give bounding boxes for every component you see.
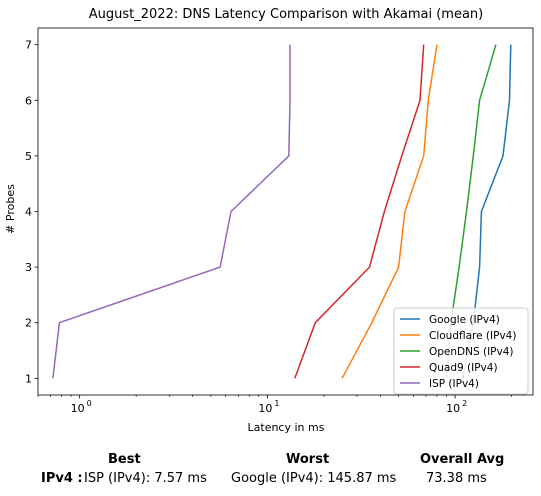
y-tick-label-4: 5 [25, 150, 32, 163]
y-tick-label-2: 3 [25, 261, 32, 274]
overall-avg-value: 73.38 ms [426, 471, 487, 486]
overall-avg-header: Overall Avg [420, 452, 505, 467]
legend-label-1: Cloudflare (IPv4) [429, 330, 516, 342]
x-tick-label-1: 10 [258, 402, 272, 415]
chart: August_2022: DNS Latency Comparison with… [4, 7, 534, 434]
x-tick-label-2: 10 [446, 402, 460, 415]
y-tick-label-0: 1 [25, 372, 32, 385]
legend-label-4: ISP (IPv4) [429, 378, 479, 390]
x-tick-exponent-2: 2 [462, 399, 467, 408]
legend-label-2: OpenDNS (IPv4) [429, 346, 514, 358]
worst-header: Worst [286, 452, 330, 467]
best-header: Best [108, 452, 141, 467]
ipv4-row-label: IPv4 : [41, 471, 83, 486]
y-tick-label-3: 4 [25, 206, 32, 219]
legend-box [393, 307, 529, 395]
y-tick-label-1: 2 [25, 317, 32, 330]
legend-label-0: Google (IPv4) [429, 314, 500, 326]
x-tick-exponent-1: 1 [274, 399, 279, 408]
chart-title: August_2022: DNS Latency Comparison with… [89, 7, 483, 22]
best-value: ISP (IPv4): 7.57 ms [84, 471, 207, 486]
series-line-3 [294, 44, 425, 379]
x-tick-label-0: 10 [71, 402, 85, 415]
worst-value: Google (IPv4): 145.87 ms [231, 471, 397, 486]
y-tick-label-6: 7 [25, 39, 32, 52]
legend-label-3: Quad9 (IPv4) [429, 362, 498, 374]
x-tick-exponent-0: 0 [87, 399, 92, 408]
x-axis-label: Latency in ms [248, 421, 325, 434]
y-axis-label: # Probes [4, 184, 17, 234]
series-line-4 [52, 44, 291, 379]
legend: Google (IPv4) Cloudflare (IPv4) OpenDNS (I… [393, 307, 529, 395]
y-tick-label-5: 6 [25, 94, 32, 107]
series-line-1 [341, 44, 438, 379]
